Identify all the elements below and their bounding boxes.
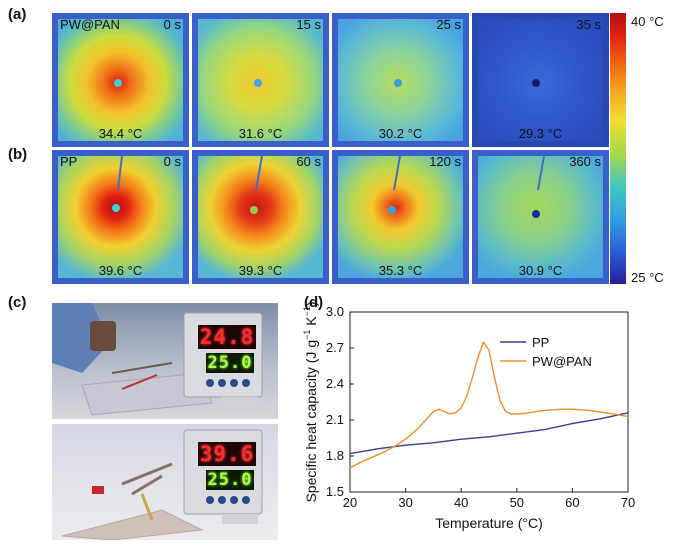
series-line-pw-pan (349, 341, 629, 469)
panel-label-b: (b) (8, 146, 28, 163)
temperature-colorbar (610, 13, 626, 284)
temperature-label: 30.2 °C (378, 126, 423, 141)
specific-heat-chart: 20 30 40 50 60 70 1.5 1.8 2.1 2.4 2.7 3.0 Temperatur… (302, 301, 635, 531)
y-tick-label: 1.8 (326, 448, 344, 463)
legend-label: PP (532, 335, 549, 350)
thermal-image-a-25s: 25 s 30.2 °C (332, 13, 469, 147)
y-axis-label-part: −1 (302, 306, 312, 316)
x-axis-label: Temperature (°C) (435, 515, 543, 531)
time-label: 60 s (296, 154, 321, 169)
time-label: 360 s (569, 154, 601, 169)
y-axis-label-part: −1 (302, 330, 312, 340)
x-tick-label: 30 (398, 495, 412, 510)
time-label: 15 s (296, 17, 321, 32)
thermal-image-b-360s: 360 s 30.9 °C (472, 150, 609, 284)
legend-label: PW@PAN (532, 354, 592, 369)
thermal-image-a-0s: PW@PAN 0 s 34.4 °C (52, 13, 189, 147)
y-tick-label: 1.5 (326, 484, 344, 499)
x-tick-label: 70 (621, 495, 635, 510)
thermal-image-a-35s: 35 s 29.3 °C (472, 13, 609, 147)
x-tick-label: 60 (565, 495, 579, 510)
temperature-label: 35.3 °C (378, 263, 423, 278)
sample-label: PW@PAN (60, 17, 120, 32)
y-tick-label: 2.1 (326, 412, 344, 427)
temperature-label: 34.4 °C (98, 126, 143, 141)
temperature-label: 31.6 °C (238, 126, 283, 141)
x-tick-label: 50 (510, 495, 524, 510)
sample-label: PP (60, 154, 78, 169)
time-label: 120 s (429, 154, 461, 169)
panel-label-c: (c) (8, 294, 27, 311)
colorbar-min-label: 25 °C (631, 270, 664, 285)
x-tick-label: 40 (454, 495, 468, 510)
panel-label-d: (d) (304, 294, 324, 311)
y-tick-label: 3.0 (326, 304, 344, 319)
lcd-red-display: 24.8 (198, 325, 256, 349)
series-line-pp (349, 412, 629, 455)
x-tick-label: 20 (343, 495, 357, 510)
temperature-label: 39.3 °C (238, 263, 283, 278)
y-axis-label-part: ) (303, 301, 319, 306)
y-axis-label-part: Specific heat capacity (J g (303, 340, 319, 503)
y-tick-label: 2.4 (326, 376, 344, 391)
thermal-image-b-60s: 60 s 39.3 °C (192, 150, 329, 284)
temperature-label: 39.6 °C (98, 263, 143, 278)
thermal-image-b-0s: PP 0 s 39.6 °C (52, 150, 189, 284)
colorbar-max-label: 40 °C (631, 14, 664, 29)
y-tick-label: 2.7 (326, 340, 344, 355)
time-label: 0 s (163, 154, 181, 169)
thermal-image-a-15s: 15 s 31.6 °C (192, 13, 329, 147)
time-label: 0 s (163, 17, 181, 32)
lcd-green-display: 25.0 (206, 353, 254, 373)
photo-setup-pwpan: 24.8 25.0 (52, 303, 278, 419)
y-axis-label: Specific heat capacity (J g−1 K−1) (302, 301, 319, 502)
thermal-image-b-120s: 120 s 35.3 °C (332, 150, 469, 284)
temperature-label: 29.3 °C (518, 126, 563, 141)
plot-frame (349, 311, 629, 493)
temperature-label: 30.9 °C (518, 263, 563, 278)
y-axis-label-part: K (303, 316, 319, 330)
time-label: 35 s (576, 17, 601, 32)
photo-setup-pp: 39.6 25.0 (52, 424, 278, 540)
time-label: 25 s (436, 17, 461, 32)
panel-label-a: (a) (8, 6, 27, 23)
lcd-red-display: 39.6 (198, 442, 256, 466)
lcd-green-display: 25.0 (206, 470, 254, 490)
